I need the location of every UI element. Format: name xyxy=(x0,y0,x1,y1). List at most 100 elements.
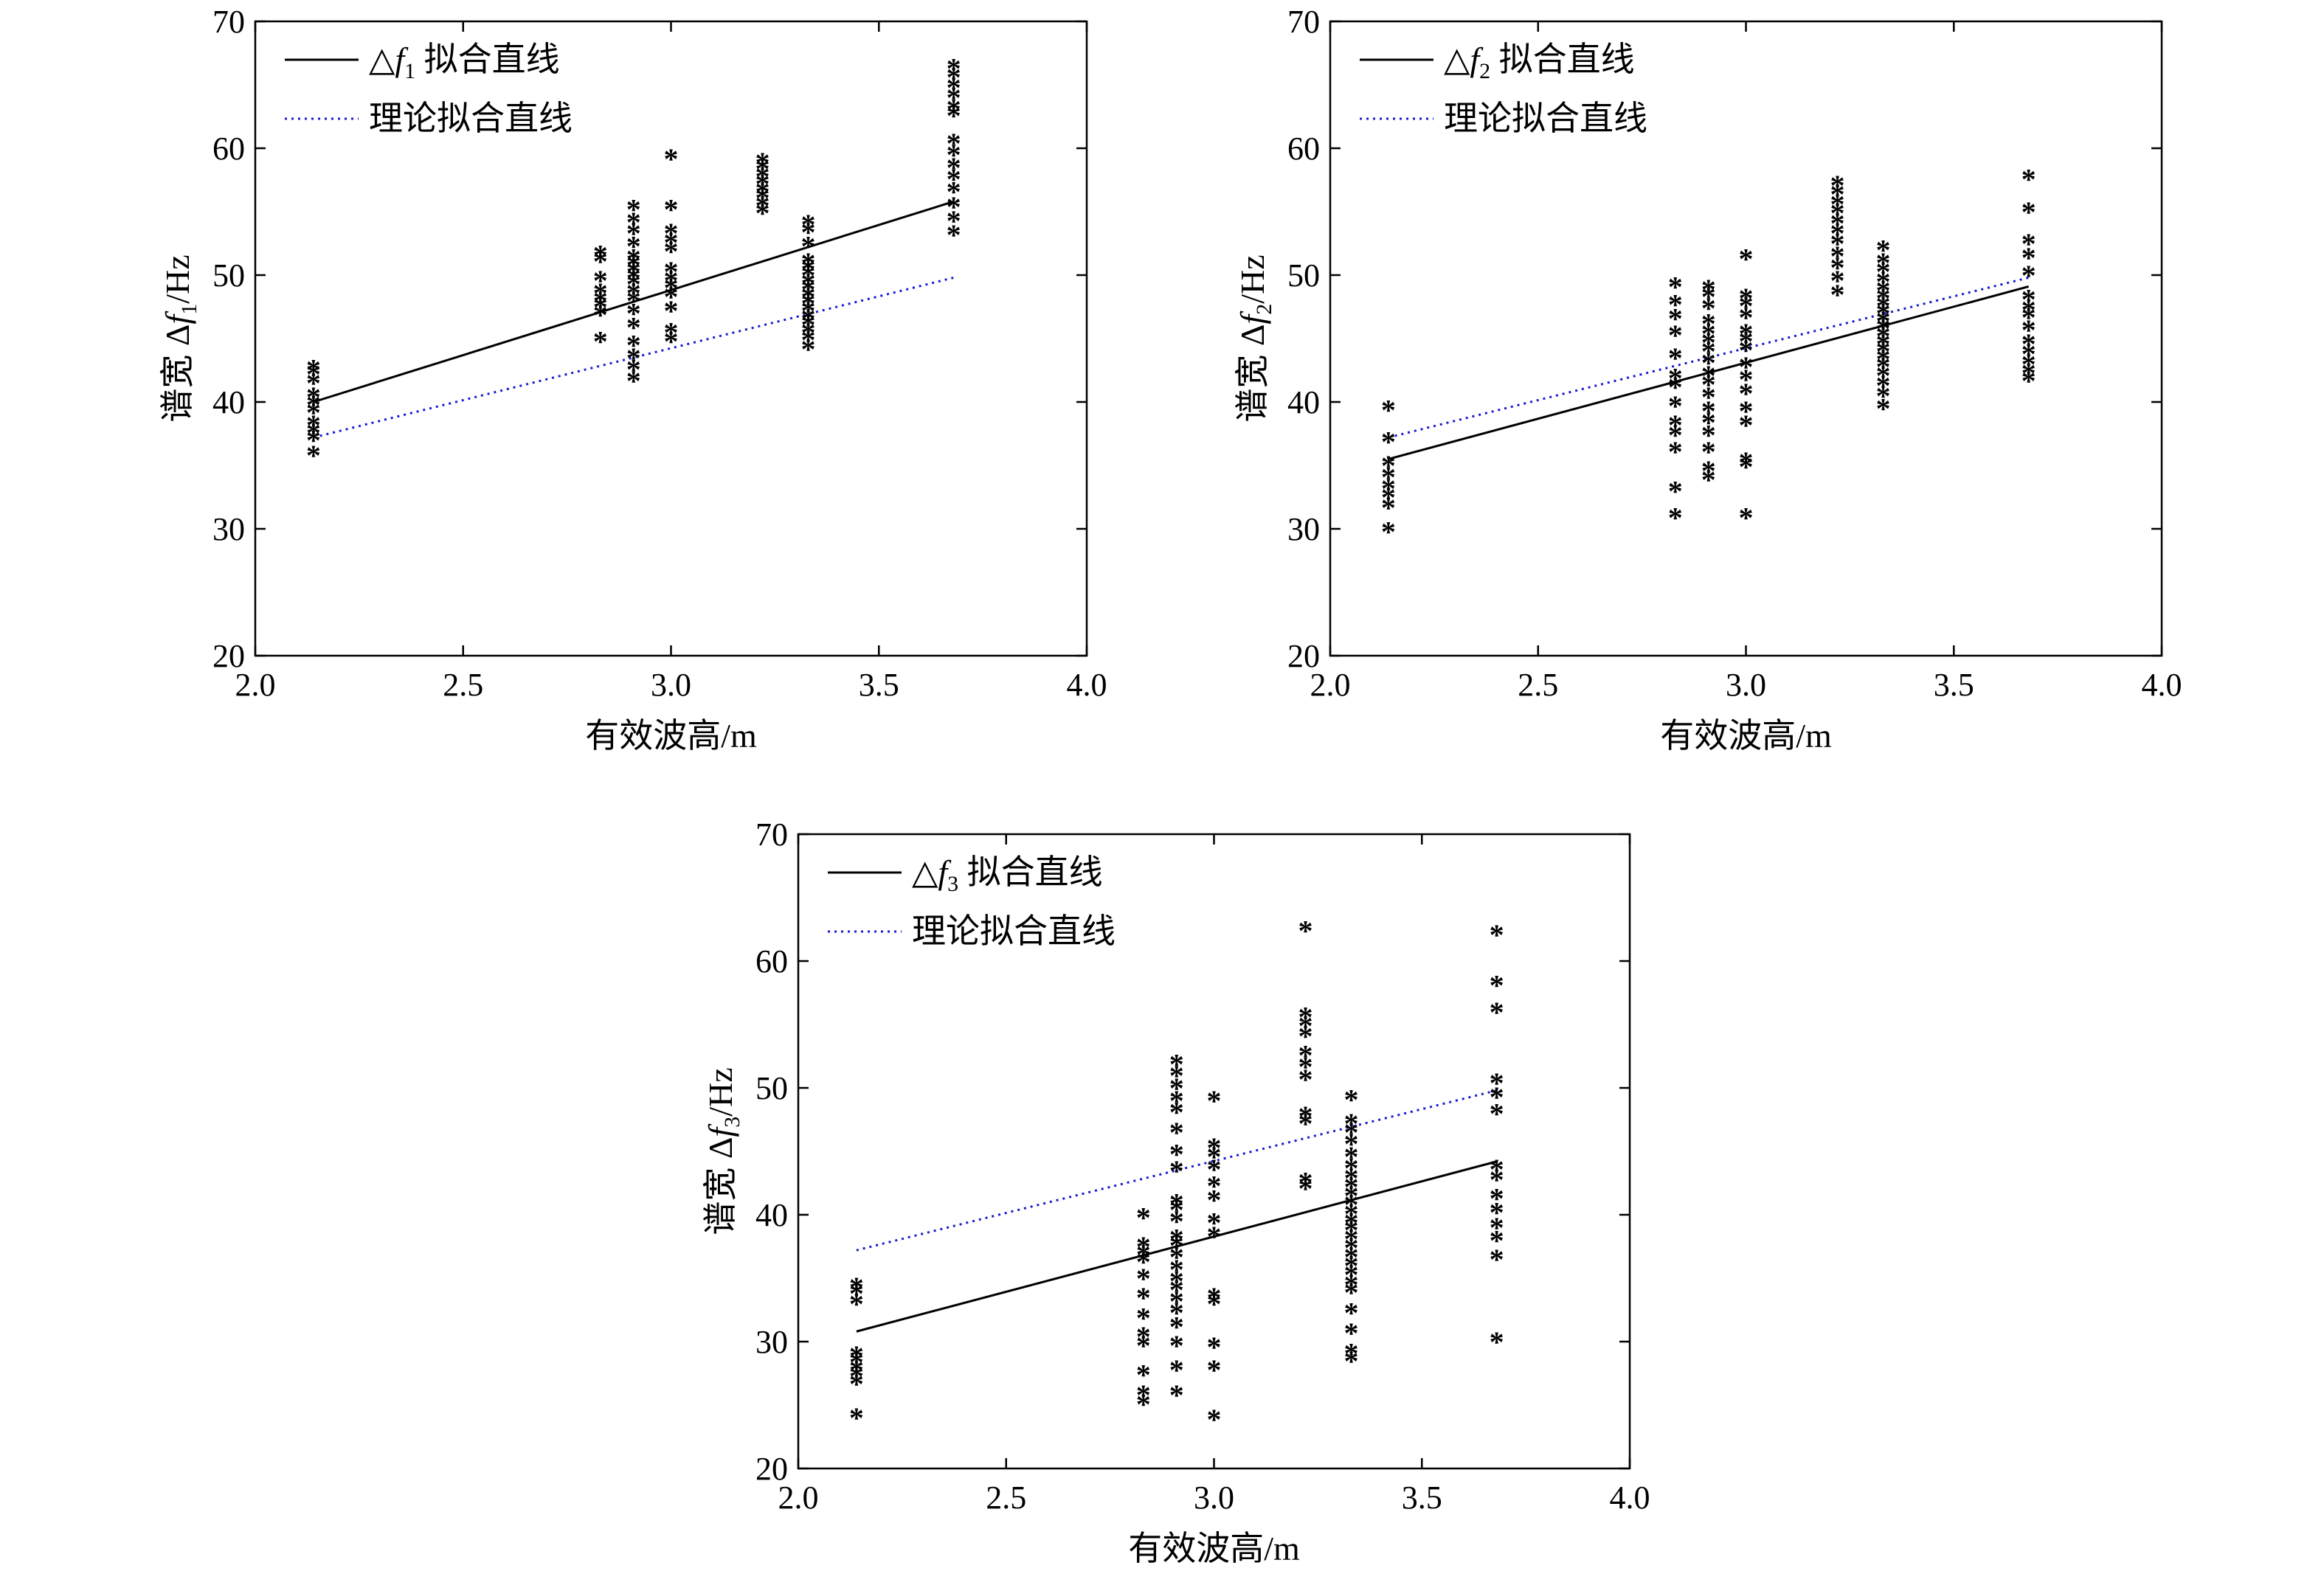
data-point: * xyxy=(626,243,641,276)
data-point: * xyxy=(1490,918,1504,951)
data-point: * xyxy=(1668,319,1683,352)
data-point: * xyxy=(664,226,679,259)
data-point: * xyxy=(1701,326,1716,359)
data-point: * xyxy=(1169,1137,1184,1171)
legend-fit-symbol: △ xyxy=(912,853,938,891)
data-point: * xyxy=(1739,317,1754,350)
y-tick-label: 40 xyxy=(1287,384,1320,420)
data-point: * xyxy=(947,175,961,208)
data-point: * xyxy=(755,146,770,179)
legend-theory-label: 理论拟合直线 xyxy=(369,100,573,137)
data-point: * xyxy=(1701,307,1716,340)
data-point: * xyxy=(1739,325,1754,358)
data-point: * xyxy=(1381,472,1396,505)
data-point: * xyxy=(1875,312,1890,345)
data-point: * xyxy=(1739,363,1754,396)
data-point: * xyxy=(1207,1183,1222,1216)
data-point: * xyxy=(800,266,815,299)
x-tick-label: 4.0 xyxy=(2142,667,2182,703)
data-point: * xyxy=(1343,1276,1358,1309)
data-point: * xyxy=(947,218,961,252)
data-point: * xyxy=(1169,1241,1184,1274)
data-point: * xyxy=(626,364,641,398)
data-point: * xyxy=(1490,1067,1504,1100)
data-point: * xyxy=(1701,273,1716,306)
data-point: * xyxy=(1830,188,1844,221)
y-tick-label: 50 xyxy=(212,257,245,294)
data-point: * xyxy=(1830,264,1844,297)
chart-panel-2: 2.0 2.5 3.0 3.5 4.0 20 30 40 50 60 70 有效波高/m 谱宽 Δf2/… xyxy=(1234,4,2182,755)
data-point: * xyxy=(1668,419,1683,452)
data-point: * xyxy=(1169,1310,1184,1343)
data-point: * xyxy=(1875,274,1890,308)
data-point: * xyxy=(626,311,641,344)
y-axis-title-prefix: 谱宽 Δ xyxy=(1234,325,1271,423)
data-point: * xyxy=(1739,282,1754,315)
data-point: * xyxy=(1298,915,1313,948)
data-point: * xyxy=(626,297,641,330)
y-tick-label: 70 xyxy=(1287,4,1320,40)
y-tick-label: 30 xyxy=(755,1324,788,1360)
data-point: * xyxy=(1668,409,1683,442)
data-point: * xyxy=(1298,1063,1313,1096)
y-tick-label: 20 xyxy=(755,1451,788,1487)
data-point: * xyxy=(1207,1281,1222,1314)
data-point: * xyxy=(755,197,770,230)
data-point: * xyxy=(1381,425,1396,458)
data-point: * xyxy=(947,61,961,94)
data-point: * xyxy=(626,255,641,288)
data-point: * xyxy=(1381,481,1396,514)
data-point: * xyxy=(800,333,815,366)
data-fit-line xyxy=(1388,285,2030,460)
data-point: * xyxy=(1739,350,1754,384)
data-point: * xyxy=(1701,368,1716,401)
data-point: * xyxy=(306,388,321,421)
x-tick-label: 4.0 xyxy=(1067,667,1107,703)
data-point: * xyxy=(1701,292,1716,325)
data-point: * xyxy=(947,52,961,86)
data-point: * xyxy=(755,175,770,208)
data-point: * xyxy=(1207,1331,1222,1364)
data-point: * xyxy=(1381,449,1396,482)
data-point: * xyxy=(1136,1387,1151,1421)
data-point: * xyxy=(755,189,770,222)
x-tick-label: 3.0 xyxy=(651,667,691,703)
data-point: * xyxy=(2022,364,2036,398)
data-point: * xyxy=(626,206,641,239)
data-point: * xyxy=(849,1277,864,1311)
data-point: * xyxy=(1739,445,1754,479)
data-point: * xyxy=(1136,1329,1151,1362)
data-point: * xyxy=(1381,515,1396,548)
data-point: * xyxy=(1701,359,1716,392)
data-point: * xyxy=(1668,370,1683,403)
data-point: * xyxy=(1875,392,1890,426)
data-point: * xyxy=(1668,341,1683,375)
data-point: * xyxy=(1169,1116,1184,1149)
data-point: * xyxy=(626,217,641,250)
data-point: * xyxy=(1207,1131,1222,1165)
y-tick-label: 40 xyxy=(212,384,245,420)
data-point: * xyxy=(1701,335,1716,368)
y-tick-label: 20 xyxy=(212,638,245,674)
data-point: * xyxy=(306,416,321,449)
data-point: * xyxy=(1490,1243,1504,1276)
y-axis-title-sub: 2 xyxy=(1252,304,1276,315)
data-point: * xyxy=(664,193,679,226)
chart-panel-3: 2.0 2.5 3.0 3.5 4.0 20 30 40 50 60 70 有效波高/m 谱宽 Δf3/… xyxy=(702,816,1650,1567)
data-point: * xyxy=(1207,1403,1222,1436)
data-point: * xyxy=(1343,1151,1358,1185)
data-point: * xyxy=(1490,1163,1504,1196)
data-point: * xyxy=(306,358,321,391)
data-point: * xyxy=(1739,333,1754,367)
data-point: * xyxy=(947,204,961,237)
data-point: * xyxy=(800,302,815,335)
data-point: * xyxy=(1701,419,1716,452)
data-point: * xyxy=(1169,1084,1184,1117)
x-tick-label: 3.0 xyxy=(1194,1480,1234,1516)
data-point: * xyxy=(1343,1249,1358,1283)
data-point: * xyxy=(1739,409,1754,442)
data-point: * xyxy=(1207,1169,1222,1202)
data-point: * xyxy=(947,127,961,160)
data-point: * xyxy=(1298,1165,1313,1199)
data-point: * xyxy=(1169,1229,1184,1262)
